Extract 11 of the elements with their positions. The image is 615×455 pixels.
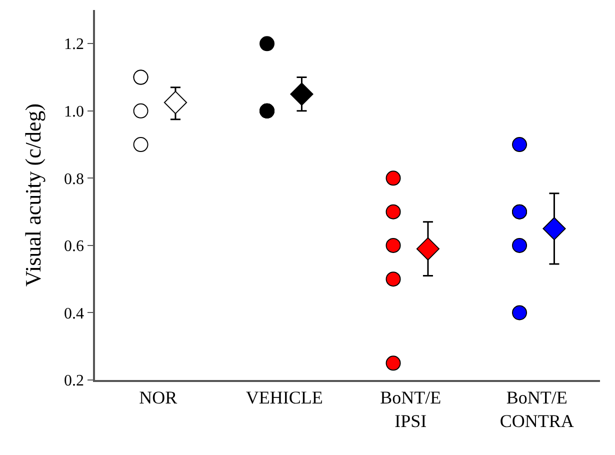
y-tick-label: 0.2 [64, 372, 84, 390]
x-tick-label: VEHICLE [246, 387, 323, 408]
x-tick-label: BoNT/E IPSI [380, 387, 442, 431]
x-tick-label: NOR [139, 387, 178, 408]
y-axis-title: Visual acuity (c/deg) [20, 103, 46, 287]
y-tick-label: 1.0 [64, 104, 84, 121]
y-tick-label: 1.2 [64, 36, 84, 54]
y-tick-label: 0.8 [64, 170, 84, 188]
x-tick-label: BoNT/E CONTRA [500, 387, 574, 431]
y-tick-label: 0.6 [64, 238, 84, 256]
y-tick-label: 0.4 [64, 305, 84, 322]
